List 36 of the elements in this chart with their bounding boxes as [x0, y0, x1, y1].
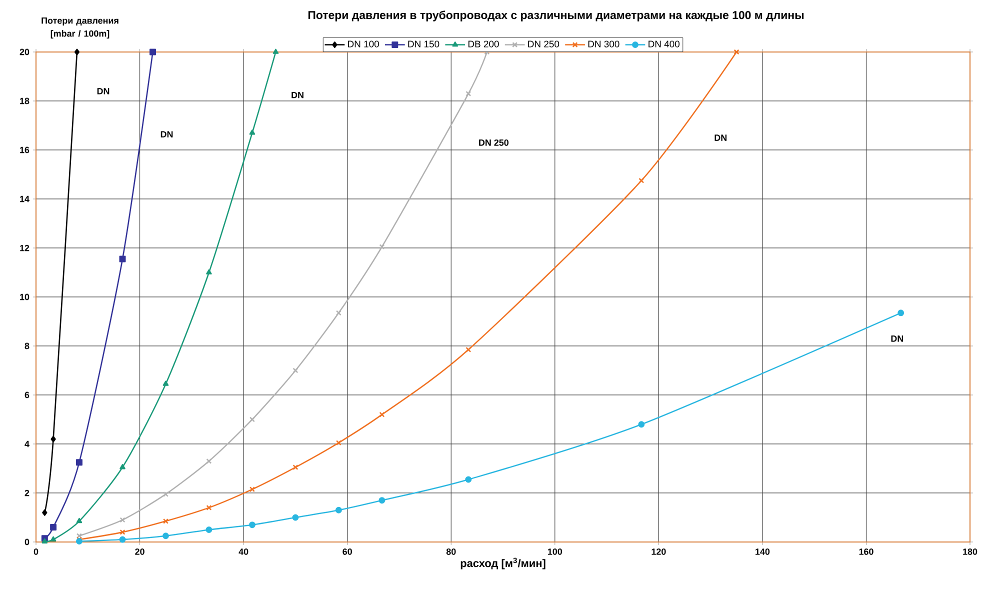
y-tick-label: 4	[24, 440, 30, 448]
legend-label: DB 200	[468, 40, 499, 48]
legend-label: DN 250	[528, 40, 560, 48]
x-tick-label: 100	[548, 548, 562, 555]
y-tick-label: 6	[24, 392, 30, 398]
y-tick-label: 14	[20, 196, 30, 202]
annotation: DN	[292, 92, 304, 98]
x-tick-label: 140	[756, 548, 770, 555]
chart-title: Потери давления в трубопроводах с различными диаметрами на каждые 100 м длины	[308, 10, 804, 22]
annotation: DN	[891, 336, 904, 342]
legend-label: DN 100	[348, 40, 379, 48]
y-tick-label: 10	[20, 294, 30, 300]
legend-label: DN 150	[408, 40, 440, 48]
x-tick-label: 120	[652, 548, 666, 555]
x-tick-label: 20	[135, 548, 144, 555]
y-tick-label: 18	[20, 98, 30, 104]
x-tick-label: 60	[342, 548, 352, 555]
x-tick-label: 40	[238, 548, 248, 555]
y-tick-label: 16	[20, 146, 30, 154]
y-axis-title: Потери давления [mbar / 100m]	[42, 17, 118, 38]
y-tick-label: 2	[24, 490, 30, 496]
x-tick-label: 180	[963, 548, 978, 555]
legend-label: DN 400	[648, 40, 680, 48]
annotation: DN	[714, 134, 727, 141]
legend-label: DN 300	[588, 40, 620, 48]
annotation: DN	[160, 131, 173, 138]
x-tick-label: 0	[34, 548, 38, 555]
y-tick-label: 8	[24, 342, 30, 350]
annotation: DN 250	[479, 139, 509, 146]
x-tick-label: 160	[859, 548, 874, 555]
y-tick-label: 20	[20, 48, 30, 56]
x-tick-label: 80	[446, 548, 456, 555]
annotation: DN	[97, 88, 110, 94]
y-tick-label: 12	[20, 244, 30, 252]
x-axis-title: расход [м$^{3}$/мин]	[460, 558, 546, 570]
y-tick-label: 0	[24, 538, 30, 546]
